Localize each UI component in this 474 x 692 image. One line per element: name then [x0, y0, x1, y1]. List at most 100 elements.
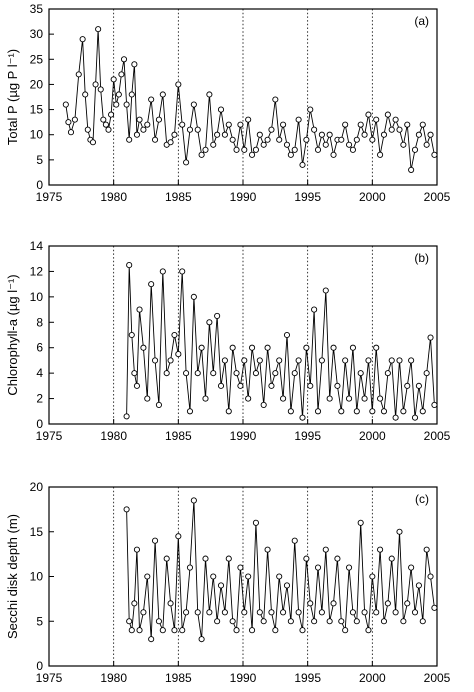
data-point	[225, 408, 232, 415]
data-point	[388, 126, 395, 133]
data-point	[411, 146, 419, 153]
data-point	[272, 96, 279, 103]
data-point	[79, 36, 86, 43]
data-point	[307, 382, 314, 389]
data-point	[295, 609, 302, 616]
data-point	[361, 609, 368, 616]
data-point	[349, 609, 356, 616]
data-point	[280, 121, 287, 128]
data-point	[411, 414, 419, 421]
data-point	[392, 414, 399, 421]
data-point	[113, 101, 120, 108]
data-point	[163, 370, 170, 377]
data-point	[140, 609, 147, 616]
data-point	[334, 555, 341, 562]
y-tick-label: 10	[30, 570, 44, 584]
data-point	[221, 609, 228, 616]
data-point	[303, 136, 310, 143]
data-point	[400, 618, 407, 625]
data-point	[233, 370, 240, 377]
data-point	[71, 116, 78, 123]
data-point	[194, 370, 201, 377]
data-point	[136, 306, 143, 313]
data-point	[65, 119, 72, 126]
data-point	[120, 56, 128, 63]
data-point	[237, 564, 244, 571]
data-point	[260, 401, 267, 408]
data-point	[361, 131, 368, 138]
data-point	[62, 101, 69, 108]
data-point	[303, 344, 310, 351]
data-point	[245, 573, 252, 580]
data-point	[346, 141, 353, 148]
data-point	[155, 401, 162, 408]
data-point	[431, 604, 438, 611]
data-point	[342, 627, 349, 634]
data-point	[126, 136, 133, 143]
y-tick-label: 8	[36, 315, 43, 329]
y-tick-label: 15	[30, 525, 44, 539]
y-tick-label: 10	[30, 128, 44, 142]
data-point	[229, 136, 236, 143]
data-point	[280, 395, 287, 402]
data-point	[353, 408, 360, 415]
data-point	[210, 573, 217, 580]
x-tick-label: 1980	[100, 671, 127, 685]
data-point	[384, 111, 391, 118]
data-point	[330, 344, 337, 351]
data-point	[411, 609, 419, 616]
data-point	[144, 395, 151, 402]
y-tick-label: 20	[30, 480, 44, 494]
y-tick-label: 14	[30, 239, 44, 253]
x-tick-label: 1985	[165, 429, 192, 443]
data-point	[214, 312, 221, 319]
data-point	[179, 627, 186, 634]
data-point	[311, 126, 318, 133]
data-point	[210, 370, 217, 377]
data-point	[276, 357, 283, 364]
data-point	[126, 618, 133, 625]
data-point	[183, 159, 190, 166]
y-tick-label: 6	[36, 341, 43, 355]
y-tick-label: 20	[30, 77, 44, 91]
data-point	[291, 370, 298, 377]
x-tick-label: 1995	[294, 671, 321, 685]
data-point	[159, 627, 166, 634]
chart-panel-3: 1975 1980 1985 1990 1995 2000 2005 0 5 10 15 20 Secc…	[5, 480, 451, 685]
x-tick-label: 1980	[100, 190, 127, 204]
data-point	[198, 151, 205, 158]
data-point	[423, 141, 430, 148]
data-point	[221, 357, 228, 364]
data-point	[408, 357, 415, 364]
data-point	[264, 136, 271, 143]
data-point	[123, 413, 130, 420]
data-point	[128, 331, 135, 339]
data-point	[155, 618, 162, 625]
data-point	[373, 609, 380, 616]
data-point	[190, 497, 197, 504]
data-point	[136, 627, 143, 634]
data-point	[163, 555, 170, 562]
data-point	[295, 116, 302, 123]
data-point	[186, 126, 194, 133]
data-point	[225, 121, 232, 128]
data-point	[404, 600, 411, 607]
data-point	[133, 131, 140, 138]
data-point	[318, 609, 325, 616]
data-point	[377, 546, 384, 553]
data-point	[249, 151, 256, 158]
data-point	[75, 71, 82, 78]
series-line	[126, 265, 435, 418]
data-point	[152, 357, 159, 364]
data-point	[214, 131, 221, 138]
x-tick-label: 1990	[230, 671, 257, 685]
data-point	[89, 139, 97, 146]
data-point	[136, 116, 143, 123]
data-point	[357, 121, 364, 128]
data-point	[369, 408, 376, 415]
data-point	[357, 370, 364, 377]
data-point	[217, 382, 225, 389]
data-point	[82, 91, 89, 98]
data-point	[198, 344, 205, 351]
x-tick-label: 1975	[36, 190, 63, 204]
